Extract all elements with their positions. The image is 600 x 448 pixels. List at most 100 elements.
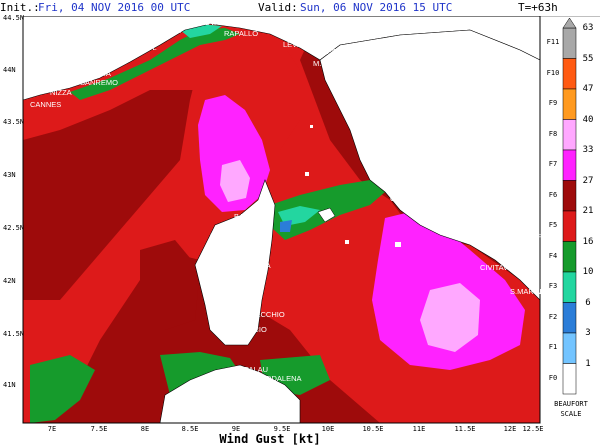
land-gorgona xyxy=(310,125,313,128)
legend-threshold-value: 10 xyxy=(582,267,594,277)
place-label: ALERIA xyxy=(244,261,271,270)
scale-name-1: BEAUFORT xyxy=(554,400,588,408)
legend-swatch xyxy=(562,149,577,181)
lon-label: 12.5E xyxy=(522,425,544,433)
lat-label: 41.5N xyxy=(3,330,25,338)
place-label: SANREMO xyxy=(80,78,118,87)
place-label: PORTO xyxy=(216,244,243,253)
land-corsica xyxy=(194,179,276,346)
legend-class-code: F4 xyxy=(548,251,558,260)
place-label: LEVANTO xyxy=(283,40,318,49)
land-capraia xyxy=(305,172,309,176)
axis-title: Wind Gust [kt] xyxy=(219,432,321,446)
place-label: BASTIA xyxy=(234,212,261,221)
place-label: FOLLONICA xyxy=(388,176,431,185)
legend-swatch xyxy=(562,88,577,120)
place-label: GENOVA xyxy=(188,18,220,27)
lat-label: 42N xyxy=(3,277,16,285)
place-label: PALAU xyxy=(244,365,269,374)
legend-swatch xyxy=(562,332,577,364)
legend-threshold-value: 33 xyxy=(582,145,594,155)
gust-zone-f4-southwest xyxy=(30,355,95,423)
place-label: SOLA ROSSA xyxy=(220,392,268,401)
legend-class-code: F7 xyxy=(548,160,558,169)
place-label: LIVORNO xyxy=(347,114,381,123)
gust-zone-f5-coast xyxy=(23,28,300,150)
land-tuscany xyxy=(319,29,541,301)
map-frame xyxy=(22,15,541,424)
gust-zone-f4-ligurian xyxy=(70,28,240,100)
legend-swatch xyxy=(562,119,577,151)
legend-class-code: F1 xyxy=(548,343,558,352)
place-label: M.CARRARA xyxy=(313,59,359,68)
lat-label: 43N xyxy=(3,171,16,179)
lon-label: 10.5E xyxy=(362,425,384,433)
legend-class-code: F6 xyxy=(548,190,558,199)
land-elba xyxy=(317,207,336,223)
legend-swatch xyxy=(562,302,577,334)
lat-label: 44.5N xyxy=(3,14,25,22)
legend-threshold-value: 6 xyxy=(585,297,591,308)
legend-threshold-value: 63 xyxy=(582,23,594,33)
place-label: RAPALLO xyxy=(224,29,259,38)
lon-label: 7E xyxy=(47,425,57,433)
lon-label: 11.5E xyxy=(454,425,476,433)
legend-arrow-cap xyxy=(562,17,577,29)
lon-label: 10E xyxy=(321,425,335,433)
gust-zone-f8-south xyxy=(420,283,480,352)
legend-swatch xyxy=(562,363,577,395)
legend-bar xyxy=(562,17,577,395)
legend-threshold-value: 40 xyxy=(582,114,594,125)
header: Init.: Fri, 04 NOV 2016 00 UTC Valid: Su… xyxy=(0,0,600,16)
lead-time: T=+63h xyxy=(518,1,558,14)
legend-threshold-value: 1 xyxy=(585,358,591,369)
lon-label: 9E xyxy=(231,425,241,433)
legend-swatch xyxy=(562,180,577,212)
legend-swatch xyxy=(562,241,577,273)
lat-label: 44N xyxy=(3,66,16,74)
place-label: IMPERIA xyxy=(80,69,111,78)
legend-threshold-value: 16 xyxy=(582,236,594,247)
land-montecristo xyxy=(345,240,349,244)
lon-label: 7.5E xyxy=(90,425,108,433)
legend-swatch xyxy=(562,210,577,242)
place-label: S.VINCENZO xyxy=(370,157,416,166)
valid-value: Sun, 06 NOV 2016 15 UTC xyxy=(300,1,453,14)
gust-zone-f7-north xyxy=(198,95,270,212)
place-label: LA MADDALENA xyxy=(244,374,302,383)
place-label: FINALE L xyxy=(124,43,157,52)
place-label: CALVI xyxy=(210,231,232,240)
legend-swatch xyxy=(562,58,577,90)
lat-label: 43.5N xyxy=(3,118,25,126)
gust-zone-f2-elba xyxy=(280,220,292,232)
place-label: VADA xyxy=(362,131,382,140)
gust-zone-f6-patch xyxy=(140,240,200,330)
lon-label: 8.5E xyxy=(181,425,199,433)
legend-threshold-value: 3 xyxy=(585,328,591,338)
init-label: Init.: xyxy=(0,1,40,14)
place-label: PUNTA ALA xyxy=(392,185,433,194)
lon-label: 11E xyxy=(412,425,426,433)
place-label: PIOMBINO xyxy=(370,167,408,176)
legend-class-code: F5 xyxy=(548,221,558,230)
legend-swatch xyxy=(562,27,577,59)
legend-class-code: F11 xyxy=(546,38,560,47)
legend-class-code: F8 xyxy=(548,129,558,138)
legend-threshold-value: 27 xyxy=(582,175,594,186)
lon-label: 9.5E xyxy=(273,425,291,433)
place-label: CANNES xyxy=(30,100,62,109)
place-label: PROPRIANO xyxy=(214,298,260,307)
init-value: Fri, 04 NOV 2016 00 UTC xyxy=(38,1,191,14)
place-label: SAVONA xyxy=(150,26,181,35)
legend-class-code: F3 xyxy=(548,282,558,291)
place-label: C.DI FORMAGGIA xyxy=(390,194,453,203)
place-label: LA SPEZIA xyxy=(311,47,349,56)
place-label: TALAMONE xyxy=(418,215,459,224)
legend-threshold-value: 21 xyxy=(582,206,594,216)
legend-swatch xyxy=(562,271,577,303)
place-label: OLBIA xyxy=(248,384,271,393)
place-label: BONIFACIO xyxy=(226,325,267,334)
legend-class-code: F0 xyxy=(548,373,558,382)
place-label: PORTO VECCHIO xyxy=(222,310,285,319)
